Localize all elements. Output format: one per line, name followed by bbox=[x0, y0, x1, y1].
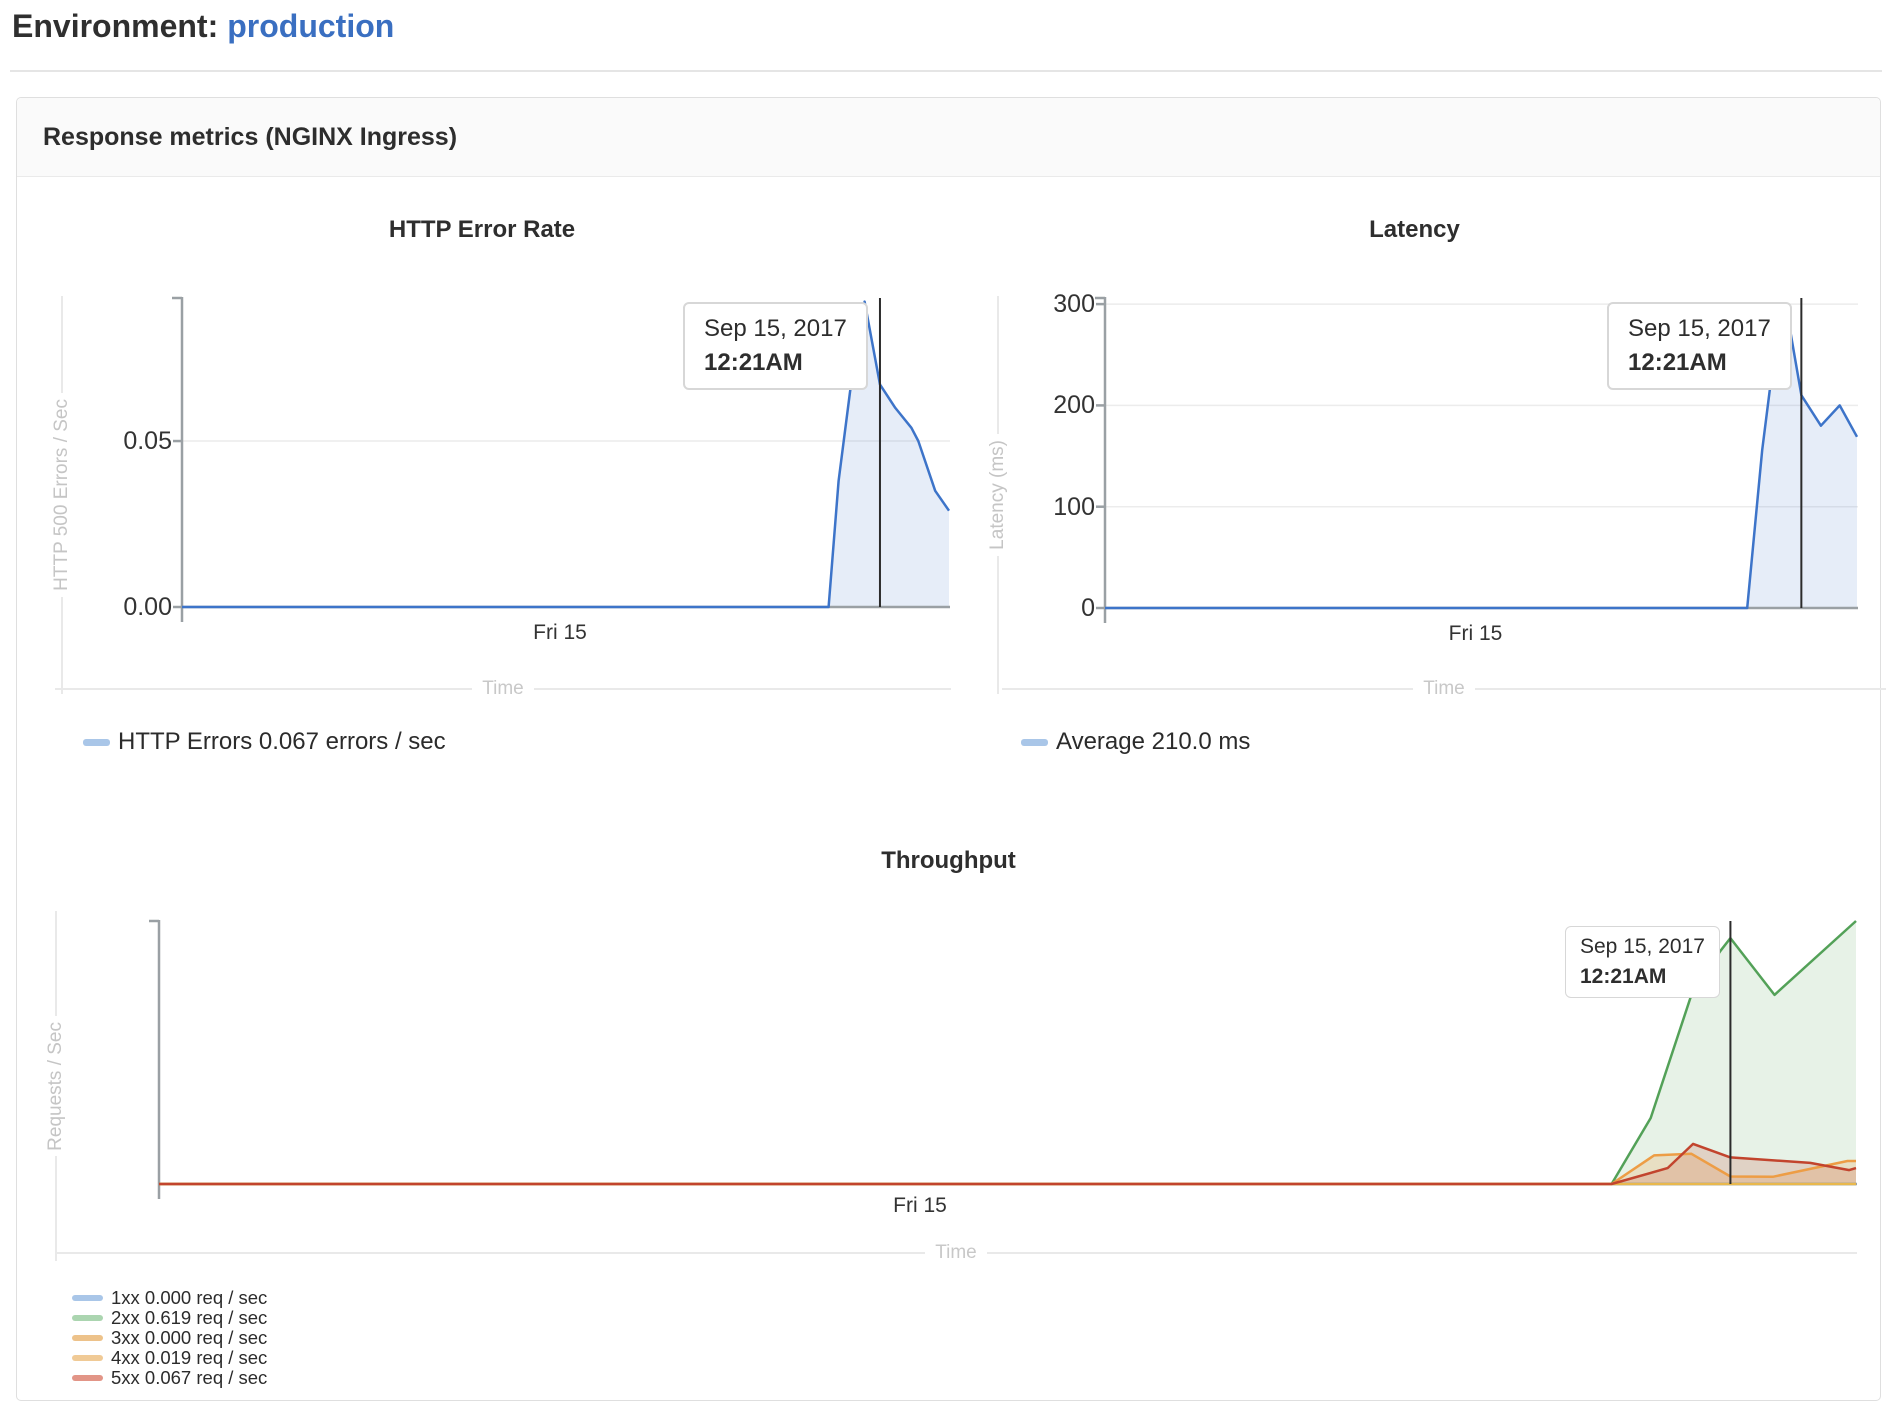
x-axis-tick-label: Fri 15 bbox=[533, 621, 587, 644]
legend-item: 5xx 0.067 req / sec bbox=[72, 1367, 268, 1388]
legend-label: 1xx 0.000 req / sec bbox=[111, 1287, 268, 1308]
legend-label: 3xx 0.000 req / sec bbox=[111, 1327, 268, 1348]
axis-decoration-line bbox=[55, 688, 473, 690]
y-axis-label-group: Requests / Sec bbox=[44, 911, 68, 1261]
axis-decoration-line bbox=[533, 688, 951, 690]
environment-name-link[interactable]: production bbox=[227, 8, 395, 44]
series-line-4xx bbox=[159, 1152, 1856, 1186]
legend-item: 3xx 0.000 req / sec bbox=[72, 1327, 268, 1348]
legend-item: 2xx 0.619 req / sec bbox=[72, 1307, 268, 1328]
divider bbox=[10, 70, 1882, 72]
tooltip-time: 12:21AM bbox=[1580, 965, 1667, 988]
legend-item: 1xx 0.000 req / sec bbox=[72, 1287, 268, 1308]
series-fill-2xx bbox=[159, 921, 1856, 1184]
legend-label: Average 210.0 ms bbox=[1056, 728, 1251, 755]
chart-title: Throughput bbox=[881, 847, 1016, 874]
tooltip-date: Sep 15, 2017 bbox=[704, 315, 847, 342]
chart-svg bbox=[172, 296, 951, 622]
y-axis-tick-label: 0.05 bbox=[123, 427, 172, 456]
axis-decoration-line bbox=[61, 596, 63, 695]
axis-decoration-line bbox=[55, 911, 57, 1016]
legend-swatch bbox=[72, 1375, 103, 1381]
y-axis-tick-label: 100 bbox=[1053, 492, 1095, 521]
legend-label: 4xx 0.019 req / sec bbox=[111, 1347, 268, 1368]
chart-legend: 1xx 0.000 req / sec 2xx 0.619 req / sec 3x… bbox=[72, 1287, 268, 1388]
chart-legend: Average 210.0 ms bbox=[1021, 727, 1250, 757]
series-line-5xx bbox=[159, 1142, 1857, 1186]
x-axis-tick-label: Fri 15 bbox=[1448, 622, 1503, 645]
chart-tooltip: Sep 15, 2017 12:21AM bbox=[1565, 926, 1720, 998]
chart-title: Latency bbox=[1369, 216, 1460, 243]
chart-svg bbox=[149, 919, 1857, 1199]
x-axis-label-group: Time bbox=[55, 1240, 1857, 1266]
chart-legend: HTTP Errors 0.067 errors / sec bbox=[83, 727, 446, 757]
chart-tooltip: Sep 15, 2017 12:21AM bbox=[683, 302, 868, 390]
chart-tooltip: Sep 15, 2017 12:21AM bbox=[1607, 302, 1792, 390]
axis-decoration-line bbox=[997, 296, 999, 435]
environment-label: Environment: bbox=[12, 8, 219, 44]
axis-decoration-line bbox=[55, 1156, 57, 1261]
x-axis-label: Time bbox=[482, 678, 524, 699]
x-axis-label-group: Time bbox=[1002, 676, 1886, 702]
legend-swatch bbox=[72, 1335, 103, 1341]
legend-swatch bbox=[72, 1315, 103, 1321]
page-title: Environment: production bbox=[12, 8, 394, 45]
tooltip-date: Sep 15, 2017 bbox=[1580, 935, 1705, 958]
legend-swatch bbox=[72, 1295, 103, 1301]
legend-label: HTTP Errors 0.067 errors / sec bbox=[118, 728, 446, 755]
axis-decoration-line bbox=[997, 555, 999, 694]
legend-swatch bbox=[1021, 738, 1048, 746]
x-axis-tick-label: Fri 15 bbox=[893, 1194, 947, 1217]
plot-area[interactable] bbox=[169, 296, 951, 628]
series-fill-4xx bbox=[159, 1153, 1856, 1184]
axis-decoration-line bbox=[1474, 688, 1886, 690]
legend-item: Average 210.0 ms bbox=[1021, 727, 1250, 757]
x-axis-label: Time bbox=[1423, 678, 1465, 699]
tooltip-time: 12:21AM bbox=[1628, 349, 1727, 376]
legend-label: 5xx 0.067 req / sec bbox=[111, 1367, 268, 1388]
plot-area[interactable] bbox=[146, 919, 1858, 1205]
tooltip-time: 12:21AM bbox=[704, 349, 803, 376]
series-fill-http-errors bbox=[182, 301, 949, 607]
axis-decoration-line bbox=[61, 296, 63, 394]
legend-label: 2xx 0.619 req / sec bbox=[111, 1307, 268, 1328]
y-axis-label-group: HTTP 500 Errors / Sec bbox=[50, 296, 74, 695]
series-fill-5xx bbox=[159, 1143, 1856, 1184]
y-axis-tick-label: 0.00 bbox=[123, 593, 172, 621]
y-axis-label: Requests / Sec bbox=[45, 1021, 66, 1151]
legend-swatch bbox=[83, 738, 110, 746]
axis-decoration-line bbox=[986, 1252, 1857, 1254]
legend-item: 4xx 0.019 req / sec bbox=[72, 1347, 268, 1368]
panel-header: Response metrics (NGINX Ingress) bbox=[17, 98, 1880, 177]
x-axis-label-group: Time bbox=[55, 676, 951, 702]
y-axis-tick-label: 0 bbox=[1081, 594, 1095, 622]
axis-decoration-line bbox=[1002, 688, 1414, 690]
tooltip-date: Sep 15, 2017 bbox=[1628, 315, 1771, 342]
legend-item: HTTP Errors 0.067 errors / sec bbox=[83, 727, 446, 757]
y-axis-tick-label: 300 bbox=[1053, 290, 1095, 319]
axis-decoration-line bbox=[55, 1252, 926, 1254]
legend-swatch bbox=[72, 1355, 103, 1361]
x-axis-label: Time bbox=[935, 1242, 977, 1263]
y-axis-label-group: Latency (ms) bbox=[986, 296, 1010, 694]
panel-title: Response metrics (NGINX Ingress) bbox=[43, 123, 458, 151]
y-axis-tick-label: 200 bbox=[1053, 391, 1095, 420]
chart-title: HTTP Error Rate bbox=[388, 216, 576, 243]
